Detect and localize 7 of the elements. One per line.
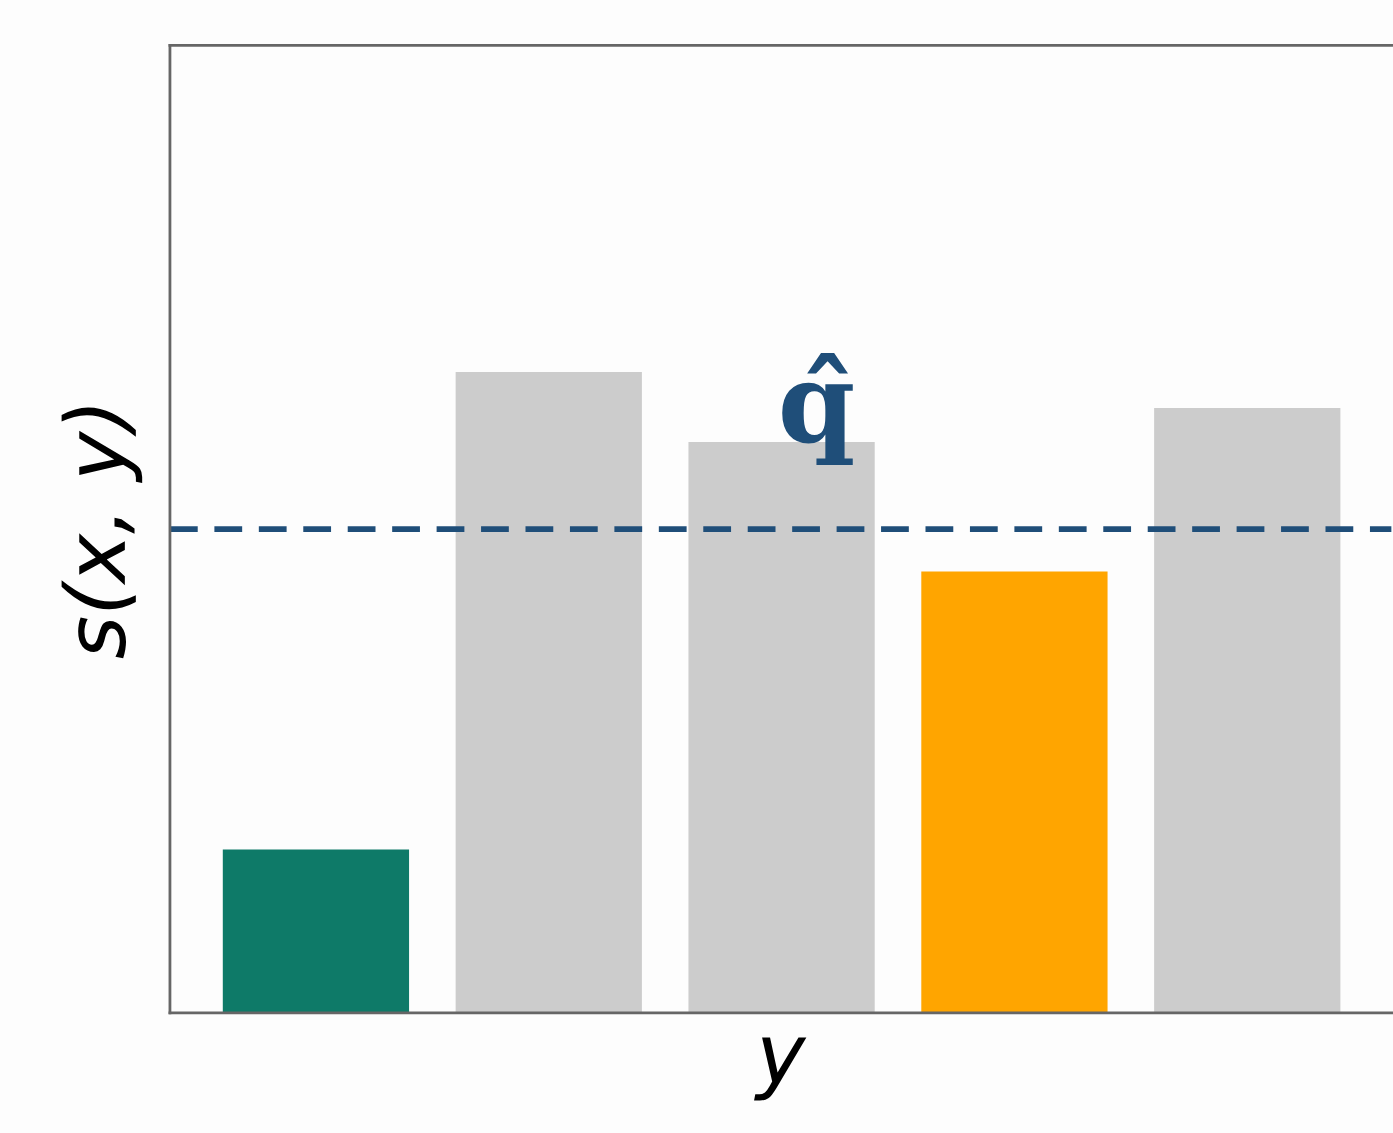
- x-axis-title: y: [754, 1037, 807, 1101]
- bar: [222, 849, 410, 1013]
- y-axis-title: s(x, y): [61, 407, 143, 659]
- bar: [921, 571, 1108, 1013]
- bar: [455, 372, 642, 1013]
- bar: [1154, 408, 1341, 1013]
- ref-line-label: q̂: [782, 353, 853, 466]
